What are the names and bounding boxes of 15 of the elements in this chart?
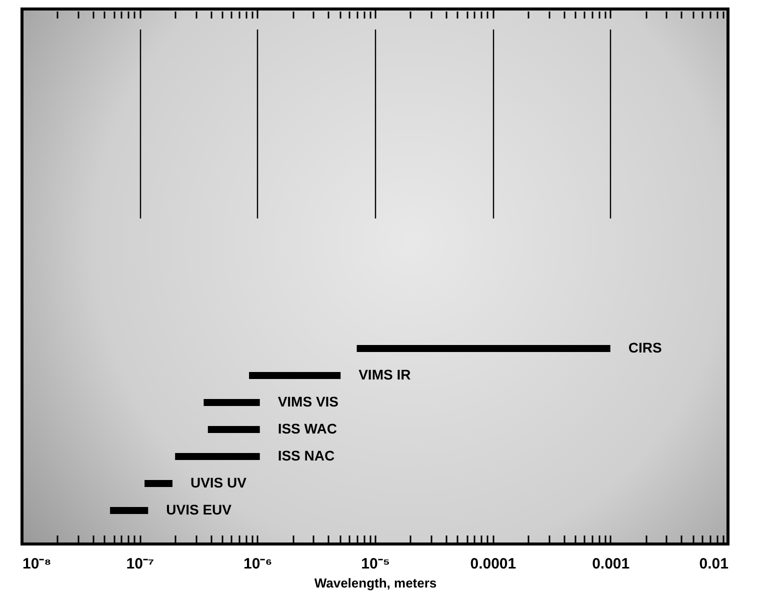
y-tick-label: VIMS IR — [358, 366, 411, 382]
y-tick-label: VIMS VIS — [278, 394, 339, 410]
x-tick-label: 10⁻⁶ — [244, 556, 272, 572]
x-tick-label: 10⁻⁵ — [361, 556, 390, 572]
x-tick-label: 0.0001 — [470, 556, 516, 572]
y-tick-label: CIRS — [628, 340, 662, 356]
y-tick-label: UVIS EUV — [166, 502, 232, 518]
y-tick-label: ISS WAC — [278, 420, 337, 436]
x-tick-label: 10⁻⁷ — [126, 556, 154, 572]
x-tick-label: 10⁻⁸ — [22, 556, 52, 572]
x-tick-label: 0.01 — [699, 556, 728, 572]
x-axis-title: Wavelength, meters — [314, 576, 437, 590]
x-tick-label: 0.001 — [592, 556, 630, 572]
y-tick-label: ISS NAC — [278, 448, 335, 464]
y-tick-label: UVIS UV — [190, 474, 248, 490]
